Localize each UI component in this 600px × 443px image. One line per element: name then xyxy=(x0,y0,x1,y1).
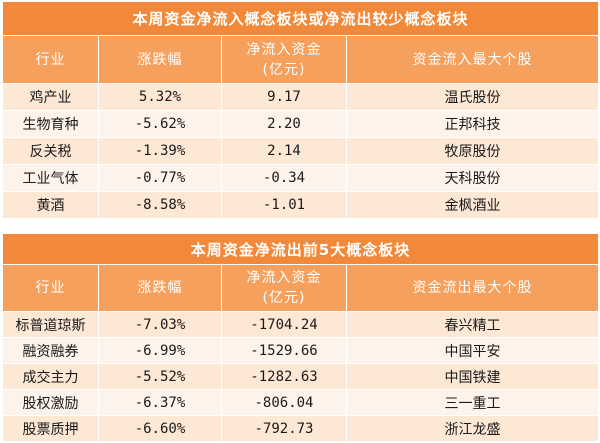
cell-change: -5.52% xyxy=(98,363,222,390)
header-net-inflow-unit: (亿元) xyxy=(262,61,306,78)
cell-net-inflow: -792.73 xyxy=(221,415,347,442)
table-title-row: 本周资金净流出前5大概念板块 xyxy=(1,233,600,265)
cell-change: -6.99% xyxy=(98,337,222,364)
table-row: 标普道琼斯 -7.03% -1704.24 春兴精工 xyxy=(2,311,600,338)
cell-net-inflow: -1282.63 xyxy=(221,363,347,390)
cell-top-stock: 正邦科技 xyxy=(345,110,600,138)
cell-change: -8.58% xyxy=(98,191,222,219)
cell-net-inflow: -0.34 xyxy=(221,164,347,192)
cell-top-stock: 温氏股份 xyxy=(345,83,600,111)
cell-change: -0.77% xyxy=(98,164,222,192)
header-top-stock: 资金流出最大个股 xyxy=(345,264,600,312)
inflow-table: 本周资金净流入概念板块或净流出较少概念板块 行业 涨跌幅 净流入资金 (亿元) … xyxy=(1,1,600,219)
table-row: 黄酒 -8.58% -1.01 金枫酒业 xyxy=(2,191,600,219)
cell-top-stock: 牧原股份 xyxy=(345,137,600,165)
cell-top-stock: 天科股份 xyxy=(345,164,600,192)
table-row: 工业气体 -0.77% -0.34 天科股份 xyxy=(2,164,600,192)
table-title: 本周资金净流入概念板块或净流出较少概念板块 xyxy=(1,1,600,36)
cell-industry: 黄酒 xyxy=(2,191,99,219)
cell-net-inflow: 2.14 xyxy=(221,137,347,165)
header-net-inflow: 净流入资金 (亿元) xyxy=(221,35,347,84)
cell-change: -1.39% xyxy=(98,137,222,165)
cell-net-inflow: -1.01 xyxy=(221,191,347,219)
cell-change: -6.60% xyxy=(98,415,222,442)
cell-net-inflow: -806.04 xyxy=(221,389,347,416)
cell-industry: 融资融券 xyxy=(2,337,99,364)
header-top-stock: 资金流入最大个股 xyxy=(345,35,600,84)
cell-top-stock: 春兴精工 xyxy=(345,311,600,338)
header-industry: 行业 xyxy=(2,264,99,312)
table-title-row: 本周资金净流入概念板块或净流出较少概念板块 xyxy=(1,1,600,36)
header-change: 涨跌幅 xyxy=(98,35,222,84)
cell-change: -7.03% xyxy=(98,311,222,338)
cell-top-stock: 金枫酒业 xyxy=(345,191,600,219)
header-row: 行业 涨跌幅 净流入资金 (亿元) 资金流出最大个股 xyxy=(2,264,600,312)
header-net-inflow-line1: 净流入资金 xyxy=(246,270,322,286)
cell-industry: 反关税 xyxy=(2,137,99,165)
header-net-inflow-line1: 净流入资金 xyxy=(246,41,322,58)
table-row: 股票质押 -6.60% -792.73 浙江龙盛 xyxy=(2,415,600,442)
header-net-inflow: 净流入资金 (亿元) xyxy=(221,264,347,312)
cell-top-stock: 浙江龙盛 xyxy=(345,415,600,442)
cell-industry: 生物育种 xyxy=(2,110,99,138)
cell-net-inflow: 2.20 xyxy=(221,110,347,138)
table-row: 生物育种 -5.62% 2.20 正邦科技 xyxy=(2,110,600,138)
cell-industry: 工业气体 xyxy=(2,164,99,192)
outflow-table: 本周资金净流出前5大概念板块 行业 涨跌幅 净流入资金 (亿元) 资金流出最大个… xyxy=(1,233,600,442)
cell-change: -6.37% xyxy=(98,389,222,416)
table-title: 本周资金净流出前5大概念板块 xyxy=(1,233,600,265)
table-row: 反关税 -1.39% 2.14 牧原股份 xyxy=(2,137,600,165)
cell-change: -5.62% xyxy=(98,110,222,138)
cell-industry: 鸡产业 xyxy=(2,83,99,111)
header-row: 行业 涨跌幅 净流入资金 (亿元) 资金流入最大个股 xyxy=(2,35,600,84)
cell-industry: 股票质押 xyxy=(2,415,99,442)
table-row: 融资融券 -6.99% -1529.66 中国平安 xyxy=(2,337,600,364)
header-net-inflow-unit: (亿元) xyxy=(262,290,306,306)
header-industry: 行业 xyxy=(2,35,99,84)
cell-change: 5.32% xyxy=(98,83,222,111)
table-row: 股权激励 -6.37% -806.04 三一重工 xyxy=(2,389,600,416)
header-change: 涨跌幅 xyxy=(98,264,222,312)
cell-top-stock: 三一重工 xyxy=(345,389,600,416)
cell-net-inflow: -1529.66 xyxy=(221,337,347,364)
table-row: 鸡产业 5.32% 9.17 温氏股份 xyxy=(2,83,600,111)
cell-industry: 成交主力 xyxy=(2,363,99,390)
cell-net-inflow: -1704.24 xyxy=(221,311,347,338)
cell-top-stock: 中国平安 xyxy=(345,337,600,364)
cell-net-inflow: 9.17 xyxy=(221,83,347,111)
cell-industry: 股权激励 xyxy=(2,389,99,416)
cell-industry: 标普道琼斯 xyxy=(2,311,99,338)
table-row: 成交主力 -5.52% -1282.63 中国铁建 xyxy=(2,363,600,390)
cell-top-stock: 中国铁建 xyxy=(345,363,600,390)
